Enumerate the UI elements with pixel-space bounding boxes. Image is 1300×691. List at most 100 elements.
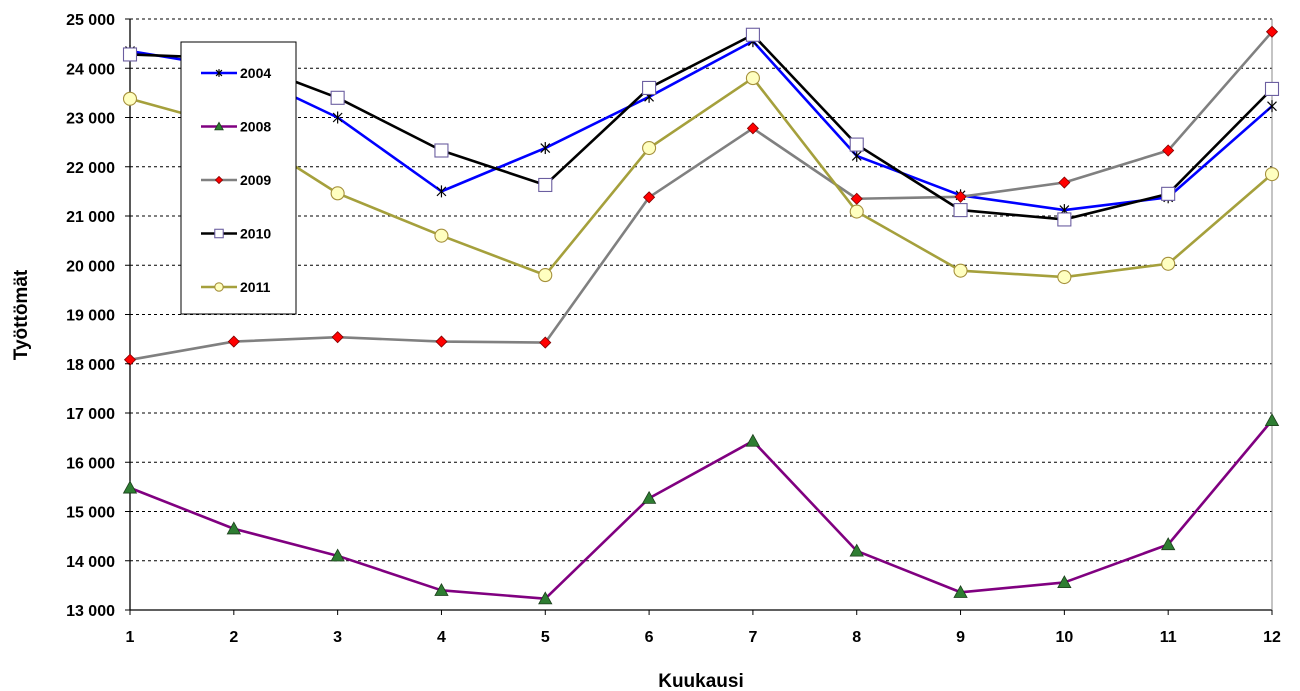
legend-label: 2009 (240, 172, 271, 188)
data-point-2011 (122, 91, 138, 106)
legend-label: 2004 (240, 65, 271, 81)
y-tick-label: 16 000 (66, 455, 115, 472)
x-tick-label: 9 (956, 629, 965, 646)
ticks-layer: 13 000 14 000 15 000 16 000 17 000 18 000 19 0… (66, 12, 1281, 646)
data-point-2011 (538, 268, 553, 283)
data-point-2008 (1264, 413, 1280, 426)
data-point-2004 (851, 149, 862, 162)
series-line-2009 (129, 30, 1273, 362)
data-point-2008 (953, 584, 968, 598)
series-layer (122, 25, 1280, 605)
data-point-2009 (746, 122, 759, 135)
y-tick-label: 18 000 (66, 357, 115, 374)
data-point-2008 (1057, 575, 1072, 589)
x-tick-label: 8 (852, 629, 861, 646)
series-line-2004 (129, 39, 1273, 212)
series-line-2008 (129, 419, 1273, 600)
x-tick-label: 3 (333, 629, 342, 646)
data-point-2010 (1057, 212, 1072, 227)
y-tick-label: 20 000 (66, 258, 115, 275)
data-point-2008 (330, 548, 345, 562)
y-tick-label: 15 000 (66, 505, 115, 522)
legend-box (180, 41, 297, 315)
y-tick-label: 14 000 (66, 554, 115, 571)
data-point-2011 (745, 71, 760, 86)
data-point-2011 (1264, 167, 1280, 182)
data-point-2008 (1161, 537, 1176, 551)
data-point-2009 (435, 335, 448, 348)
data-point-2008 (538, 591, 553, 605)
x-tick-label: 4 (437, 629, 446, 646)
data-point-2011 (1057, 270, 1072, 285)
x-tick-label: 2 (229, 629, 238, 646)
series-line-2011 (129, 76, 1273, 279)
data-point-2009 (954, 190, 967, 203)
x-axis-title: Kuukausi (658, 671, 744, 691)
data-point-2004 (1267, 100, 1277, 113)
data-point-2009 (123, 353, 137, 366)
data-point-2009 (1162, 144, 1175, 157)
data-point-2009 (850, 192, 863, 205)
data-point-2010 (330, 90, 345, 105)
y-axis-title: Työttömät (11, 269, 32, 360)
legend-marker-2009 (214, 175, 224, 185)
data-point-2011 (434, 228, 449, 243)
y-tick-label: 23 000 (66, 111, 115, 128)
y-tick-label: 13 000 (66, 603, 115, 620)
data-point-2008 (641, 490, 657, 504)
data-point-2011 (953, 263, 968, 278)
y-tick-label: 24 000 (66, 61, 115, 78)
data-point-2010 (1161, 186, 1176, 201)
data-point-2010 (849, 137, 864, 152)
data-point-2009 (1265, 25, 1279, 38)
data-point-2011 (330, 186, 345, 201)
data-point-2009 (539, 336, 552, 349)
y-tick-label: 22 000 (66, 160, 115, 177)
legend-item-2010: 2010 (201, 226, 271, 242)
data-point-2009 (227, 335, 240, 348)
y-tick-label: 21 000 (66, 209, 115, 226)
x-tick-label: 7 (748, 629, 757, 646)
legend: 2004 2008 2009 2010 2011 (180, 41, 297, 315)
legend-item-2004: 2004 (201, 65, 271, 81)
x-tick-label: 12 (1263, 629, 1281, 646)
data-point-2010 (642, 80, 657, 95)
x-tick-label: 10 (1055, 629, 1073, 646)
legend-item-2011: 2011 (201, 279, 271, 295)
x-tick-label: 6 (645, 629, 654, 646)
data-point-2004 (540, 142, 551, 155)
series-2010 (122, 27, 1280, 227)
series-2011 (122, 71, 1280, 285)
x-tick-label: 11 (1160, 629, 1177, 646)
legend-marker-2010 (214, 228, 224, 239)
data-point-2008 (122, 480, 138, 494)
series-line-2010 (129, 33, 1273, 221)
data-point-2010 (538, 177, 553, 193)
legend-marker-2004 (215, 69, 223, 77)
data-point-2009 (331, 331, 344, 344)
legend-label: 2008 (240, 119, 271, 135)
data-point-2004 (332, 111, 343, 124)
x-tick-label: 5 (541, 629, 550, 646)
data-point-2008 (745, 433, 761, 447)
legend-item-2008: 2008 (201, 119, 271, 135)
data-point-2011 (849, 204, 864, 219)
data-point-2010 (745, 27, 760, 42)
legend-marker-2011 (214, 282, 224, 292)
data-point-2004 (436, 185, 447, 198)
data-point-2009 (1058, 176, 1071, 189)
data-point-2010 (122, 47, 138, 62)
data-point-2009 (643, 191, 656, 204)
data-point-2008 (226, 521, 241, 535)
data-point-2011 (1161, 256, 1176, 271)
legend-label: 2011 (240, 279, 271, 295)
data-point-2010 (1264, 81, 1280, 96)
data-point-2010 (953, 203, 968, 218)
series-2008 (122, 413, 1280, 605)
legend-label: 2010 (240, 226, 271, 242)
x-tick-label: 1 (126, 629, 135, 646)
data-point-2011 (642, 140, 657, 156)
data-point-2010 (434, 143, 449, 158)
